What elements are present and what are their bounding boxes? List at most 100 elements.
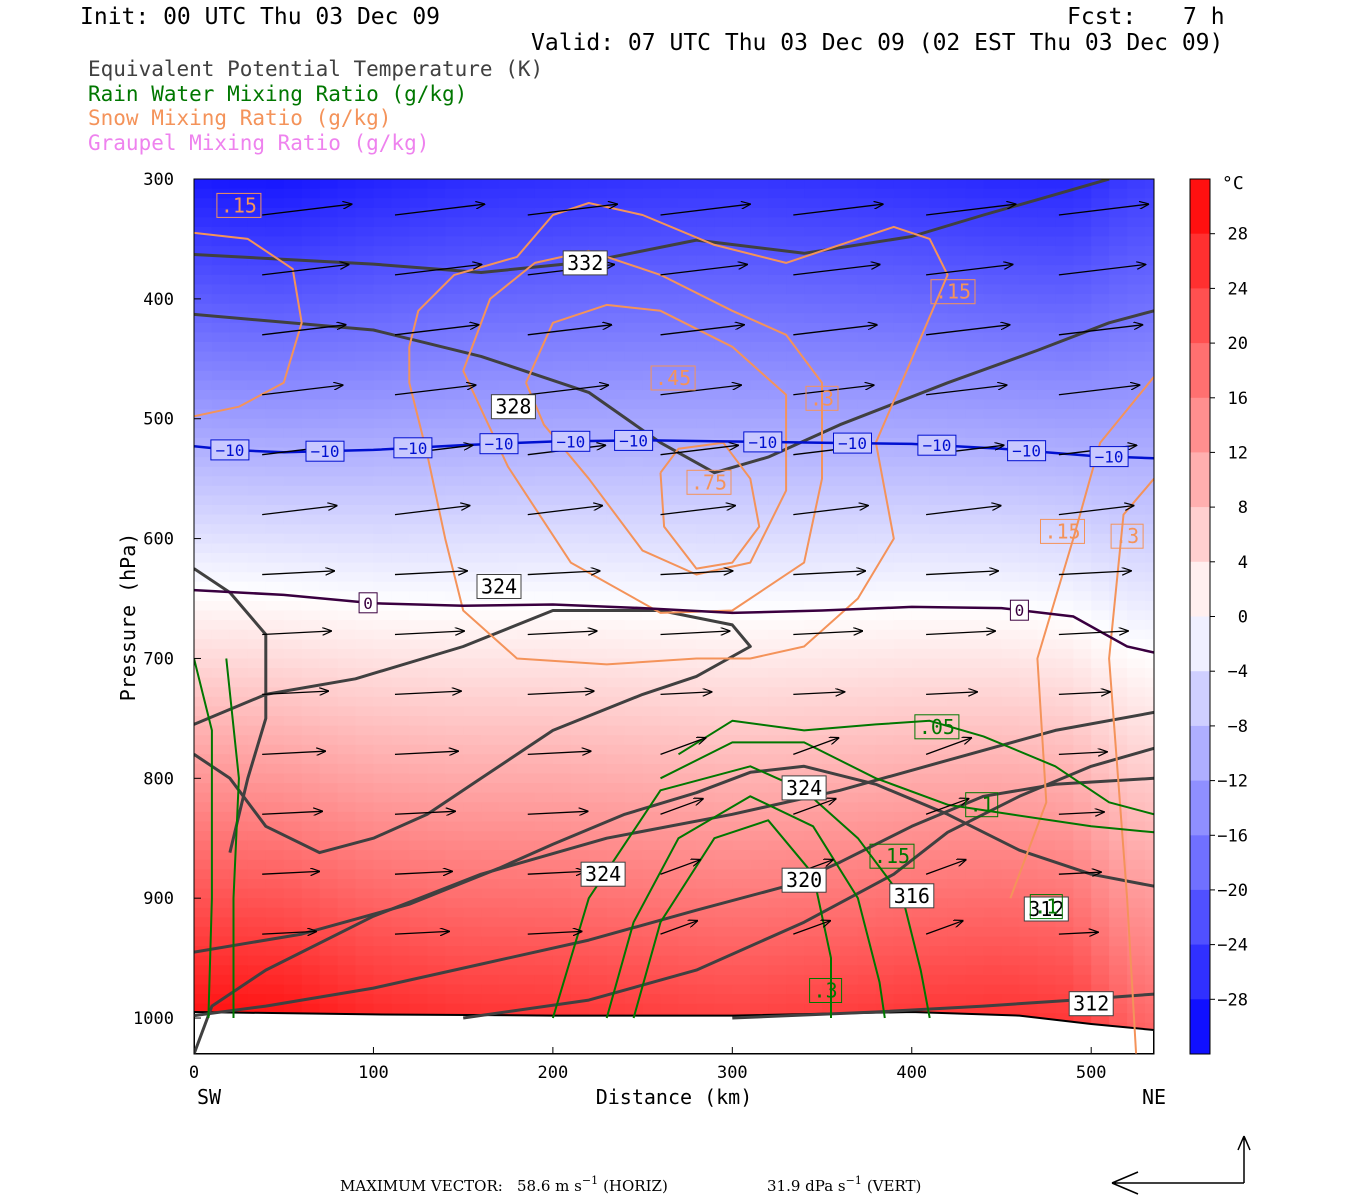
temperature-cell xyxy=(301,514,321,525)
temperature-cell xyxy=(499,869,518,880)
temperature-cell xyxy=(301,907,321,918)
temperature-cell xyxy=(463,965,482,976)
temperature-cell xyxy=(750,399,769,410)
temperature-cell xyxy=(1145,955,1154,966)
temperature-cell xyxy=(1127,322,1146,333)
temperature-cell xyxy=(319,226,339,238)
temperature-cell xyxy=(534,198,554,209)
temperature-cell xyxy=(750,543,769,554)
temperature-cell xyxy=(409,831,428,842)
temperature-cell xyxy=(355,274,374,286)
temperature-cell xyxy=(840,946,859,957)
temperature-cell xyxy=(696,313,715,324)
temperature-cell xyxy=(229,322,249,333)
temperature-cell xyxy=(929,773,949,784)
temperature-cell xyxy=(211,303,231,314)
temperature-cell xyxy=(768,495,787,506)
temperature-cell xyxy=(840,380,859,391)
temperature-cell xyxy=(373,879,392,890)
temperature-cell xyxy=(229,255,249,266)
temperature-cell xyxy=(840,974,859,986)
temperature-cell xyxy=(1109,859,1128,870)
temperature-cell xyxy=(373,236,392,247)
temperature-cell xyxy=(265,1003,285,1014)
temperature-cell xyxy=(965,457,985,468)
temperature-cell xyxy=(965,831,985,842)
temperature-cell xyxy=(1091,399,1110,410)
temperature-cell xyxy=(588,888,608,899)
temperature-cell xyxy=(1001,821,1020,832)
temperature-cell xyxy=(786,514,805,525)
temperature-cell xyxy=(1109,639,1128,650)
temperature-cell xyxy=(247,418,267,429)
temperature-cell xyxy=(822,409,841,420)
temperature-cell xyxy=(857,466,877,477)
temperature-cell xyxy=(696,543,715,554)
temperature-cell xyxy=(570,409,590,420)
temperature-cell xyxy=(1019,533,1038,544)
temperature-cell xyxy=(409,725,428,736)
temperature-cell xyxy=(660,524,679,535)
temperature-cell xyxy=(391,850,410,861)
temperature-cell xyxy=(840,802,859,813)
temperature-cell xyxy=(445,179,464,190)
temperature-cell xyxy=(391,859,410,870)
temperature-cell xyxy=(534,648,554,660)
temperature-cell xyxy=(750,994,769,1005)
temperature-cell xyxy=(822,716,841,727)
temperature-cell xyxy=(211,361,231,372)
temperature-cell xyxy=(211,294,231,305)
temperature-cell xyxy=(624,514,644,525)
temperature-cell xyxy=(893,735,913,746)
temperature-cell xyxy=(750,821,769,832)
temperature-cell xyxy=(481,907,500,918)
temperature-cell xyxy=(1145,850,1154,861)
temperature-cell xyxy=(283,850,303,861)
snow-contour xyxy=(408,202,949,666)
temperature-cell xyxy=(570,792,590,803)
temperature-cell xyxy=(911,562,931,573)
temperature-cell xyxy=(1019,696,1038,707)
temperature-cell xyxy=(481,831,500,842)
temperature-cell xyxy=(301,217,321,228)
temperature-cell xyxy=(534,974,554,986)
temperature-cell xyxy=(768,217,787,228)
temperature-cell xyxy=(929,303,949,314)
temperature-cell xyxy=(947,629,967,640)
temperature-cell xyxy=(229,677,249,688)
temperature-cell xyxy=(588,476,608,487)
temperature-cell xyxy=(606,390,626,401)
temperature-cell xyxy=(283,533,303,544)
temperature-cell xyxy=(624,188,644,199)
temperature-cell xyxy=(247,447,267,458)
temperature-cell xyxy=(391,763,410,775)
temperature-cell xyxy=(283,188,303,199)
temperature-cell xyxy=(606,725,626,736)
temperature-cell xyxy=(642,879,662,890)
temperature-cell xyxy=(570,572,590,583)
temperature-cell xyxy=(786,687,805,698)
temperature-cell xyxy=(696,946,715,957)
temperature-cell xyxy=(391,946,410,957)
temperature-cell xyxy=(463,792,482,803)
temperature-cell xyxy=(786,581,805,592)
temperature-cell xyxy=(265,648,285,660)
temperature-cell xyxy=(714,744,733,755)
temperature-cell xyxy=(1019,706,1038,717)
temperature-cell xyxy=(517,236,536,247)
temperature-cell xyxy=(714,236,733,247)
temperature-cell xyxy=(588,984,608,995)
temperature-cell xyxy=(265,725,285,736)
temperature-cell xyxy=(247,217,267,228)
temperature-cell xyxy=(947,332,967,343)
temperature-cell xyxy=(211,965,231,976)
temperature-cell xyxy=(857,553,877,564)
temperature-cell xyxy=(983,648,1002,660)
temperature-cell xyxy=(947,476,967,487)
temperature-cell xyxy=(857,399,877,410)
temperature-cell xyxy=(1145,907,1154,918)
temperature-cell xyxy=(194,476,213,487)
temperature-cell xyxy=(570,332,590,343)
temperature-cell xyxy=(552,476,572,487)
temperature-cell xyxy=(1019,926,1038,938)
